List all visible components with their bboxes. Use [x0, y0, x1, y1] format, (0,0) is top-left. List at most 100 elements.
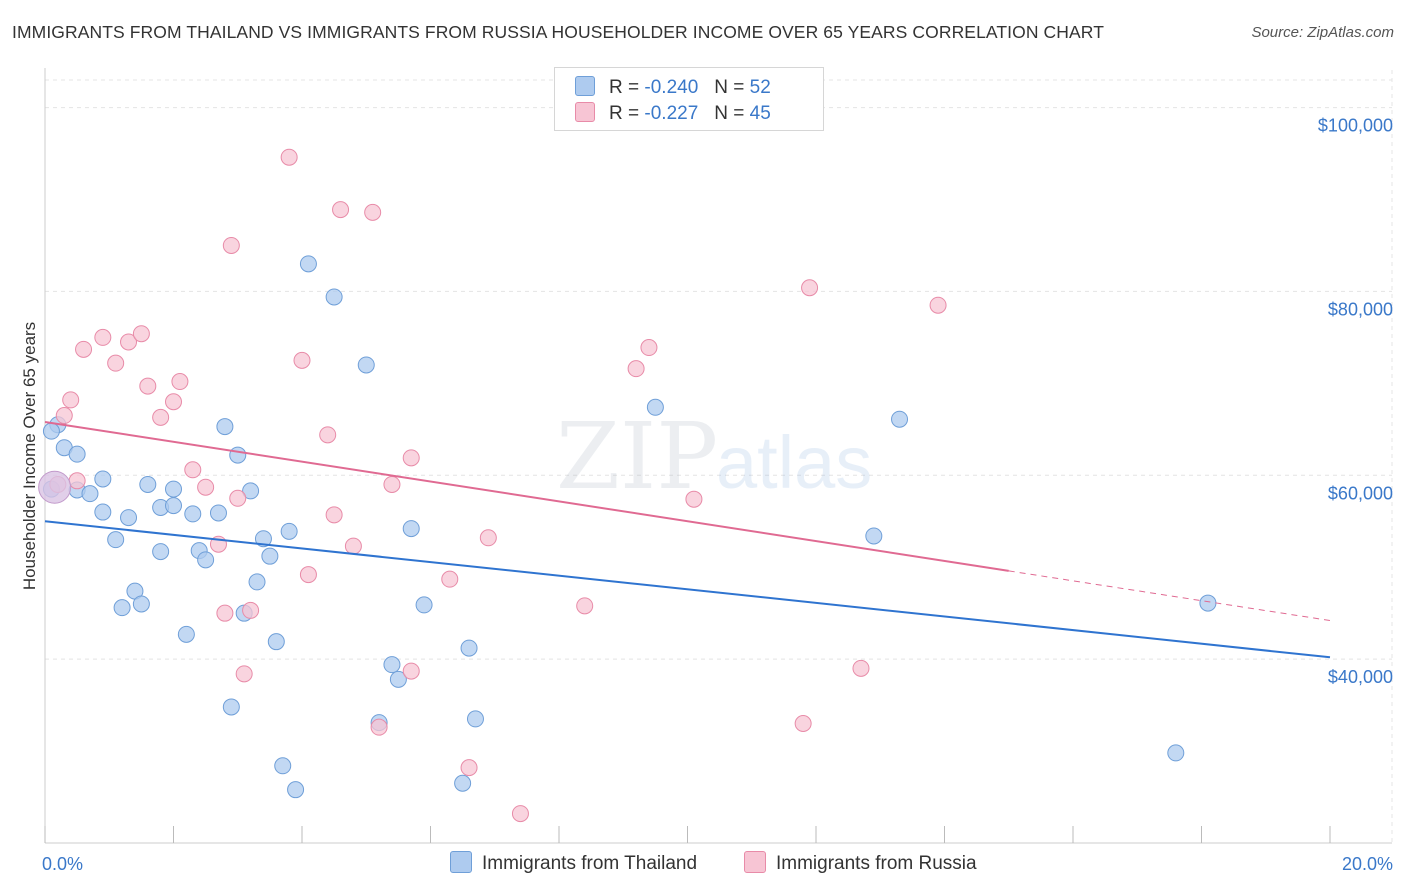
thailand-point [197, 551, 215, 569]
russia-point [344, 537, 362, 555]
russia-point [68, 472, 86, 490]
russia-point [319, 426, 337, 444]
axes [44, 68, 1392, 844]
legend-label-russia: Immigrants from Russia [776, 853, 977, 874]
thailand-point [152, 543, 170, 561]
thailand-point [280, 522, 298, 540]
russia-point [197, 478, 215, 496]
russia-point [120, 333, 138, 351]
russia-trend-line [44, 420, 1009, 572]
thailand-point [389, 670, 407, 688]
russia-point [75, 340, 93, 358]
legend-r-label: R = [609, 103, 640, 124]
thailand-legend-swatch [450, 851, 472, 873]
thailand-point [81, 485, 99, 503]
thailand-point [891, 410, 909, 428]
russia-point [794, 714, 812, 732]
russia-point [801, 279, 819, 297]
russia-point [685, 490, 703, 508]
correlation-legend: R = -0.240 N = 52 R = -0.227 N = 45 [554, 67, 824, 131]
legend-n-value: 45 [749, 103, 771, 124]
trend-lines [44, 420, 1331, 659]
thailand-point [383, 656, 401, 674]
chart-title: IMMIGRANTS FROM THAILAND VS IMMIGRANTS F… [12, 22, 1105, 42]
thailand-point [254, 530, 272, 548]
russia-point [299, 566, 317, 584]
thailand-point [107, 531, 125, 549]
russia-point [94, 328, 112, 346]
axis-labels: $40,000 $60,000 $80,000 $100,000 0.0% 20.0% Ho… [20, 116, 1393, 874]
thailand-point [402, 520, 420, 538]
russia-point [55, 407, 73, 425]
thailand-point [222, 698, 240, 716]
y-tick-label: $80,000 [1328, 299, 1393, 319]
overlap-point [38, 470, 72, 504]
russia-swatch [575, 102, 595, 122]
legend-item-russia[interactable]: Immigrants from Russia [744, 851, 977, 875]
thailand-point [184, 505, 202, 523]
thailand-point [113, 599, 131, 617]
russia-point [62, 391, 80, 409]
y-tick-label: $60,000 [1328, 483, 1393, 503]
thailand-point [466, 710, 484, 728]
thailand-point [94, 470, 112, 488]
thailand-point [229, 446, 247, 464]
thailand-point [248, 573, 266, 591]
thailand-point [865, 527, 883, 545]
legend-r-label: R = [609, 77, 640, 98]
russia-point [107, 354, 125, 372]
x-tick-label: 20.0% [1342, 854, 1393, 874]
thailand-point [242, 482, 260, 500]
thailand-point [415, 596, 433, 614]
thailand-point [177, 625, 195, 643]
russia-legend-swatch [744, 851, 766, 873]
russia-point [441, 570, 459, 588]
legend-item-thailand[interactable]: Immigrants from Thailand [450, 851, 697, 875]
russia-point [165, 393, 182, 411]
russia-point [280, 148, 298, 166]
y-tick-label: $40,000 [1328, 667, 1393, 687]
russia-point [402, 662, 420, 680]
thailand-point [646, 398, 664, 416]
source-label: Source: ZipAtlas.com [1251, 24, 1394, 41]
thailand-point [261, 547, 279, 565]
russia-point [364, 203, 382, 221]
russia-point [852, 659, 870, 677]
russia-point [640, 339, 658, 357]
russia-point [929, 296, 947, 314]
thailand-point [139, 475, 157, 493]
russia-point [479, 529, 497, 547]
thailand-point [460, 639, 478, 657]
legend-n-value: 52 [749, 77, 771, 98]
russia-point [184, 461, 202, 479]
russia-point [325, 506, 343, 524]
thailand-point [216, 418, 234, 436]
russia-point [293, 351, 311, 369]
thailand-swatch [575, 76, 595, 96]
thailand-point [1199, 594, 1217, 612]
russia-point [152, 408, 170, 426]
thailand-point [357, 356, 375, 374]
x-tick-label: 0.0% [42, 854, 83, 874]
thailand-point [209, 504, 227, 522]
russia-point [511, 805, 529, 823]
legend-r-value: -0.227 [644, 103, 699, 124]
gridlines [45, 70, 1393, 843]
russia-trend-extension [1008, 570, 1331, 622]
russia-point [242, 601, 260, 619]
legend-n-label: N = [714, 77, 745, 98]
russia-point [216, 604, 234, 622]
legend-n-label: N = [714, 103, 745, 124]
thailand-point [94, 503, 112, 521]
thailand-point [299, 255, 317, 273]
thailand-point [267, 633, 285, 651]
russia-point [235, 665, 253, 683]
russia-point [627, 360, 645, 378]
legend-r-value: -0.240 [644, 77, 699, 98]
watermark-atlas: atlas [716, 421, 872, 504]
thailand-trend-line [44, 520, 1331, 659]
thailand-point [165, 497, 182, 515]
watermark: ZIP atlas [556, 403, 872, 510]
thailand-point [1167, 744, 1185, 762]
